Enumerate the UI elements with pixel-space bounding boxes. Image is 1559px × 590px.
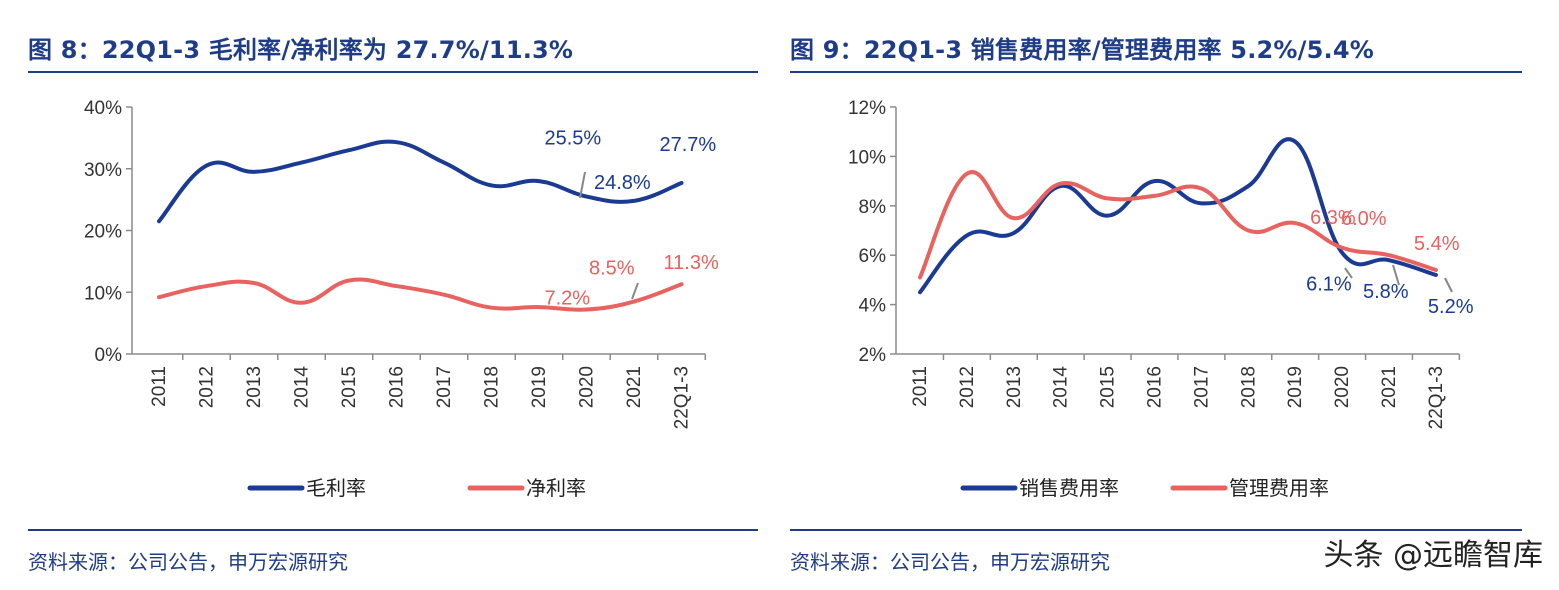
- series-line-1: [157, 139, 684, 224]
- legend-label: 毛利率: [306, 476, 366, 500]
- leader-line: [631, 282, 639, 300]
- data-label: 25.5%: [545, 128, 602, 150]
- y-tick-label: 20%: [84, 222, 122, 243]
- x-tick-label: 2021: [624, 366, 645, 408]
- legend-label: 管理费用率: [1229, 476, 1329, 500]
- right-panel: 图 9：22Q1-3 销售费用率/管理费用率 5.2%/5.4% 资料来源：公司…: [780, 0, 1559, 590]
- x-tick-label: 2017: [434, 366, 455, 408]
- y-tick-label: 30%: [84, 160, 122, 181]
- leader-line: [1392, 264, 1400, 286]
- x-tick-label: 2014: [292, 366, 313, 409]
- x-tick-label: 2017: [1191, 366, 1212, 408]
- data-label: 6.0%: [1341, 208, 1387, 230]
- x-tick-label: 2018: [1238, 366, 1259, 408]
- leader-line: [1444, 277, 1453, 293]
- y-tick-label: 10%: [84, 283, 122, 304]
- y-tick-label: 4%: [859, 296, 887, 317]
- leader-line: [1344, 267, 1353, 279]
- legend-label: 销售费用率: [1019, 476, 1119, 500]
- data-label: 6.3%: [1310, 207, 1356, 229]
- series-line-2: [918, 170, 1438, 280]
- x-tick-label: 2013: [244, 366, 265, 408]
- y-tick-label: 6%: [859, 246, 887, 267]
- title-divider: [790, 71, 1522, 73]
- x-tick-label: 2016: [387, 366, 408, 408]
- x-tick-label: 22Q1-3: [1426, 366, 1447, 429]
- series-line-1: [918, 137, 1438, 295]
- chart-1: 0% 10% 20% 30% 40% 2011 2012 2013 2014 2015 2016 20…: [84, 98, 719, 500]
- y-tick-label: 40%: [84, 98, 122, 119]
- data-label: 8.5%: [589, 258, 635, 280]
- x-tick-label: 2014: [1051, 366, 1072, 409]
- data-label: 5.4%: [1414, 233, 1460, 255]
- y-tick-label: 8%: [859, 197, 887, 218]
- title-divider: [28, 71, 758, 73]
- x-tick-label: 2019: [529, 366, 550, 408]
- data-label: 5.8%: [1363, 281, 1409, 303]
- leader-line: [579, 171, 586, 199]
- data-label: 27.7%: [660, 134, 717, 156]
- figure-8-title: 图 8：22Q1-3 毛利率/净利率为 27.7%/11.3%: [28, 36, 574, 64]
- chart-2: 2% 4% 6% 8% 10% 12% 2011 2012 2013 2014 2015 2016 20…: [848, 98, 1474, 500]
- x-tick-label: 2011: [910, 366, 931, 407]
- x-tick-label: 2020: [577, 366, 598, 408]
- source-note: 资料来源：公司公告，申万宏源研究: [790, 550, 1110, 574]
- legend-label: 净利率: [526, 476, 586, 500]
- y-tick-label: 0%: [95, 345, 123, 366]
- x-tick-label: 2013: [1004, 366, 1025, 408]
- x-tick-label: 2016: [1145, 366, 1166, 408]
- source-note: 资料来源：公司公告，申万宏源研究: [28, 550, 348, 574]
- x-tick-label: 22Q1-3: [672, 366, 693, 429]
- x-tick-label: 2021: [1379, 366, 1400, 408]
- x-tick-label: 2020: [1332, 366, 1353, 408]
- data-label: 11.3%: [664, 252, 719, 274]
- figure-9-title: 图 9：22Q1-3 销售费用率/管理费用率 5.2%/5.4%: [790, 36, 1374, 64]
- x-tick-label: 2012: [197, 366, 218, 408]
- data-label: 24.8%: [594, 172, 651, 194]
- source-divider: [790, 529, 1522, 531]
- x-tick-label: 2018: [482, 366, 503, 408]
- x-tick-label: 2011: [149, 366, 170, 407]
- data-label: 7.2%: [545, 288, 591, 310]
- left-panel: 图 8：22Q1-3 毛利率/净利率为 27.7%/11.3% 资料来源：公司公…: [28, 36, 758, 574]
- series-line-2: [157, 277, 684, 312]
- x-tick-label: 2019: [1285, 366, 1306, 408]
- source-divider: [28, 529, 758, 531]
- y-tick-label: 10%: [848, 147, 886, 168]
- data-label: 6.1%: [1306, 274, 1352, 296]
- x-tick-label: 2015: [1098, 366, 1119, 408]
- watermark: 头条 @远瞻智库: [1323, 538, 1543, 573]
- x-tick-label: 2015: [339, 366, 360, 408]
- y-tick-label: 12%: [848, 98, 886, 119]
- x-tick-label: 2012: [957, 366, 978, 408]
- data-label: 5.2%: [1428, 296, 1474, 318]
- y-tick-label: 2%: [859, 345, 887, 366]
